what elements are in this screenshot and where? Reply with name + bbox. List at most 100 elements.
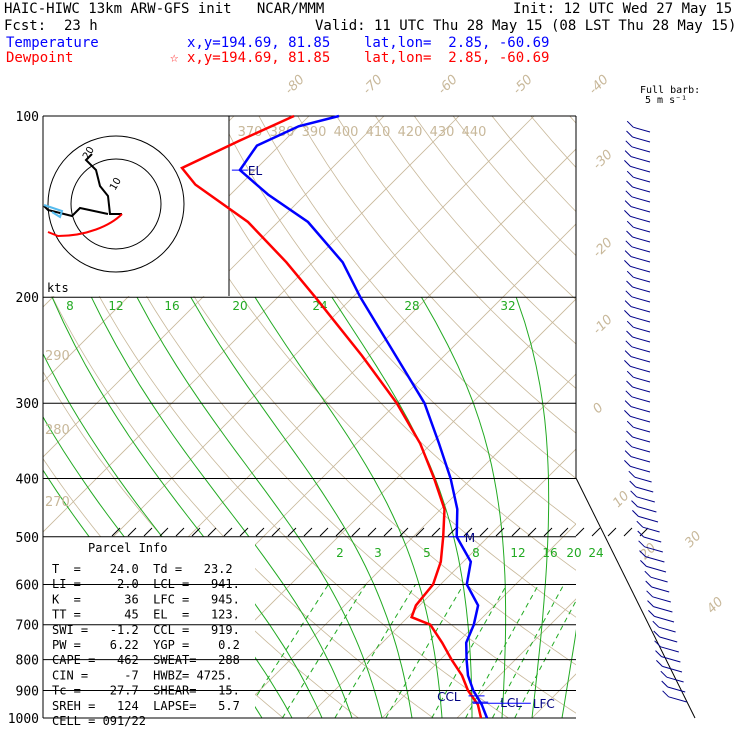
model-title: HAIC-HIWC 13km ARW-GFS init NCAR/MMM — [4, 1, 325, 17]
wind-barb — [630, 306, 651, 313]
wind-barb — [624, 210, 631, 217]
wind-barb — [662, 665, 683, 673]
parcel-info-row: CAPE = 462 SWEAT= 288 — [52, 653, 240, 667]
mixing-ratio-label: 20 — [232, 299, 247, 313]
isotherm-label: -40 — [586, 72, 612, 98]
hatch-mark — [415, 527, 425, 537]
wind-barb — [646, 565, 667, 573]
wind-barb — [642, 526, 660, 533]
wind-barb — [650, 576, 668, 583]
pressure-label-700: 700 — [16, 619, 39, 634]
dewpoint-legend: Dewpoint — [6, 50, 74, 66]
plot-right-slant — [575, 477, 696, 719]
hatch-mark — [335, 527, 345, 537]
theta-label: 290 — [45, 349, 70, 364]
dry-adiabat — [297, 116, 576, 434]
barb-legend-2: 5 m s⁻¹ — [645, 95, 688, 106]
wind-barb — [630, 265, 651, 273]
wind-barb — [624, 300, 632, 307]
mixing-ratio-label: 28 — [404, 299, 419, 313]
wind-barb — [625, 390, 633, 398]
dry-adiabat — [413, 116, 576, 301]
wind-barb — [630, 356, 651, 363]
wind-barb — [653, 606, 673, 613]
wind-barb — [630, 465, 651, 473]
wind-barb — [644, 570, 652, 578]
wind-barb — [648, 610, 655, 617]
hatch-mark — [591, 527, 601, 537]
wind-barb — [626, 420, 634, 428]
isotherm-line — [456, 598, 576, 718]
moist-adiabat — [331, 296, 473, 718]
wind-barb — [625, 340, 633, 348]
wind-barb — [624, 260, 631, 267]
wind-barb — [626, 430, 633, 438]
isotherm-line — [0, 116, 9, 718]
dry-adiabat — [180, 116, 576, 571]
wind-barb — [624, 250, 632, 257]
wind-barb — [624, 460, 631, 467]
isotherm-line — [306, 448, 576, 718]
wind-barb — [630, 256, 651, 263]
wind-barb — [626, 120, 634, 128]
wind-barb — [626, 320, 634, 328]
wind-barb — [624, 450, 632, 457]
wind-barb — [645, 580, 653, 588]
wind-barb — [633, 176, 651, 183]
dry-adiabat — [219, 116, 576, 525]
wind-barb — [626, 220, 634, 228]
isotherm-label: -10 — [590, 312, 616, 338]
wind-barb — [643, 536, 662, 543]
temperature-profile-line — [238, 114, 489, 719]
isotherm-label: -20 — [590, 235, 616, 261]
pressure-label-100: 100 — [16, 110, 39, 125]
wind-barb — [625, 290, 633, 298]
mixing-ratio-label: 3 — [374, 546, 382, 560]
hatch-mark — [271, 527, 281, 537]
wind-barb — [625, 240, 633, 248]
temperature-legend: Temperature — [6, 35, 99, 51]
hatch-mark — [607, 527, 617, 537]
barb-legend-1: Full barb: — [640, 85, 701, 96]
hatch-mark — [463, 527, 473, 537]
theta-label: 410 — [366, 125, 391, 140]
wind-barb — [637, 530, 645, 538]
wind-barb — [630, 156, 651, 163]
dry-adiabat — [569, 116, 576, 124]
wind-barb — [631, 500, 638, 507]
pressure-label-500: 500 — [16, 531, 39, 546]
wind-barb — [624, 160, 631, 167]
forecast-label: Fcst: — [4, 18, 47, 34]
hatch-mark — [431, 527, 441, 537]
isotherm-label: 40 — [704, 595, 726, 617]
hatch-mark — [287, 527, 297, 537]
wind-barb — [653, 630, 661, 638]
wind-barb — [633, 326, 651, 333]
hatch-mark — [255, 527, 265, 537]
theta-label: 430 — [430, 125, 455, 140]
wind-barb — [647, 600, 654, 607]
wind-barb — [630, 315, 651, 323]
wind-barb — [661, 656, 681, 663]
hodograph-ring-inner — [70, 158, 162, 250]
parcel-info-row: T = 24.0 Td = 23.2 — [52, 562, 233, 576]
wind-barb — [625, 190, 633, 198]
parcel-info-row: LI = -2.0 LCL = 941. — [52, 577, 240, 591]
wind-barb — [625, 440, 633, 448]
wind-barb — [654, 640, 661, 648]
hatch-mark — [479, 527, 489, 537]
parcel-info-row: K = 36 LFC = 945. — [52, 592, 240, 606]
hatch-mark — [559, 527, 569, 537]
mixing-ratio-label: 12 — [510, 546, 525, 560]
parcel-info-row: CELL = 091/22 — [52, 714, 146, 728]
isotherm-line — [43, 116, 385, 458]
hatch-mark — [399, 527, 409, 537]
wind-barb — [630, 365, 651, 373]
wind-barb — [638, 540, 645, 548]
hatch-mark — [447, 527, 457, 537]
theta-label: 390 — [302, 125, 327, 140]
wind-barb — [624, 150, 632, 157]
hatch-mark — [623, 527, 633, 537]
wind-barb — [633, 126, 651, 133]
isotherm-label: -60 — [435, 72, 461, 98]
